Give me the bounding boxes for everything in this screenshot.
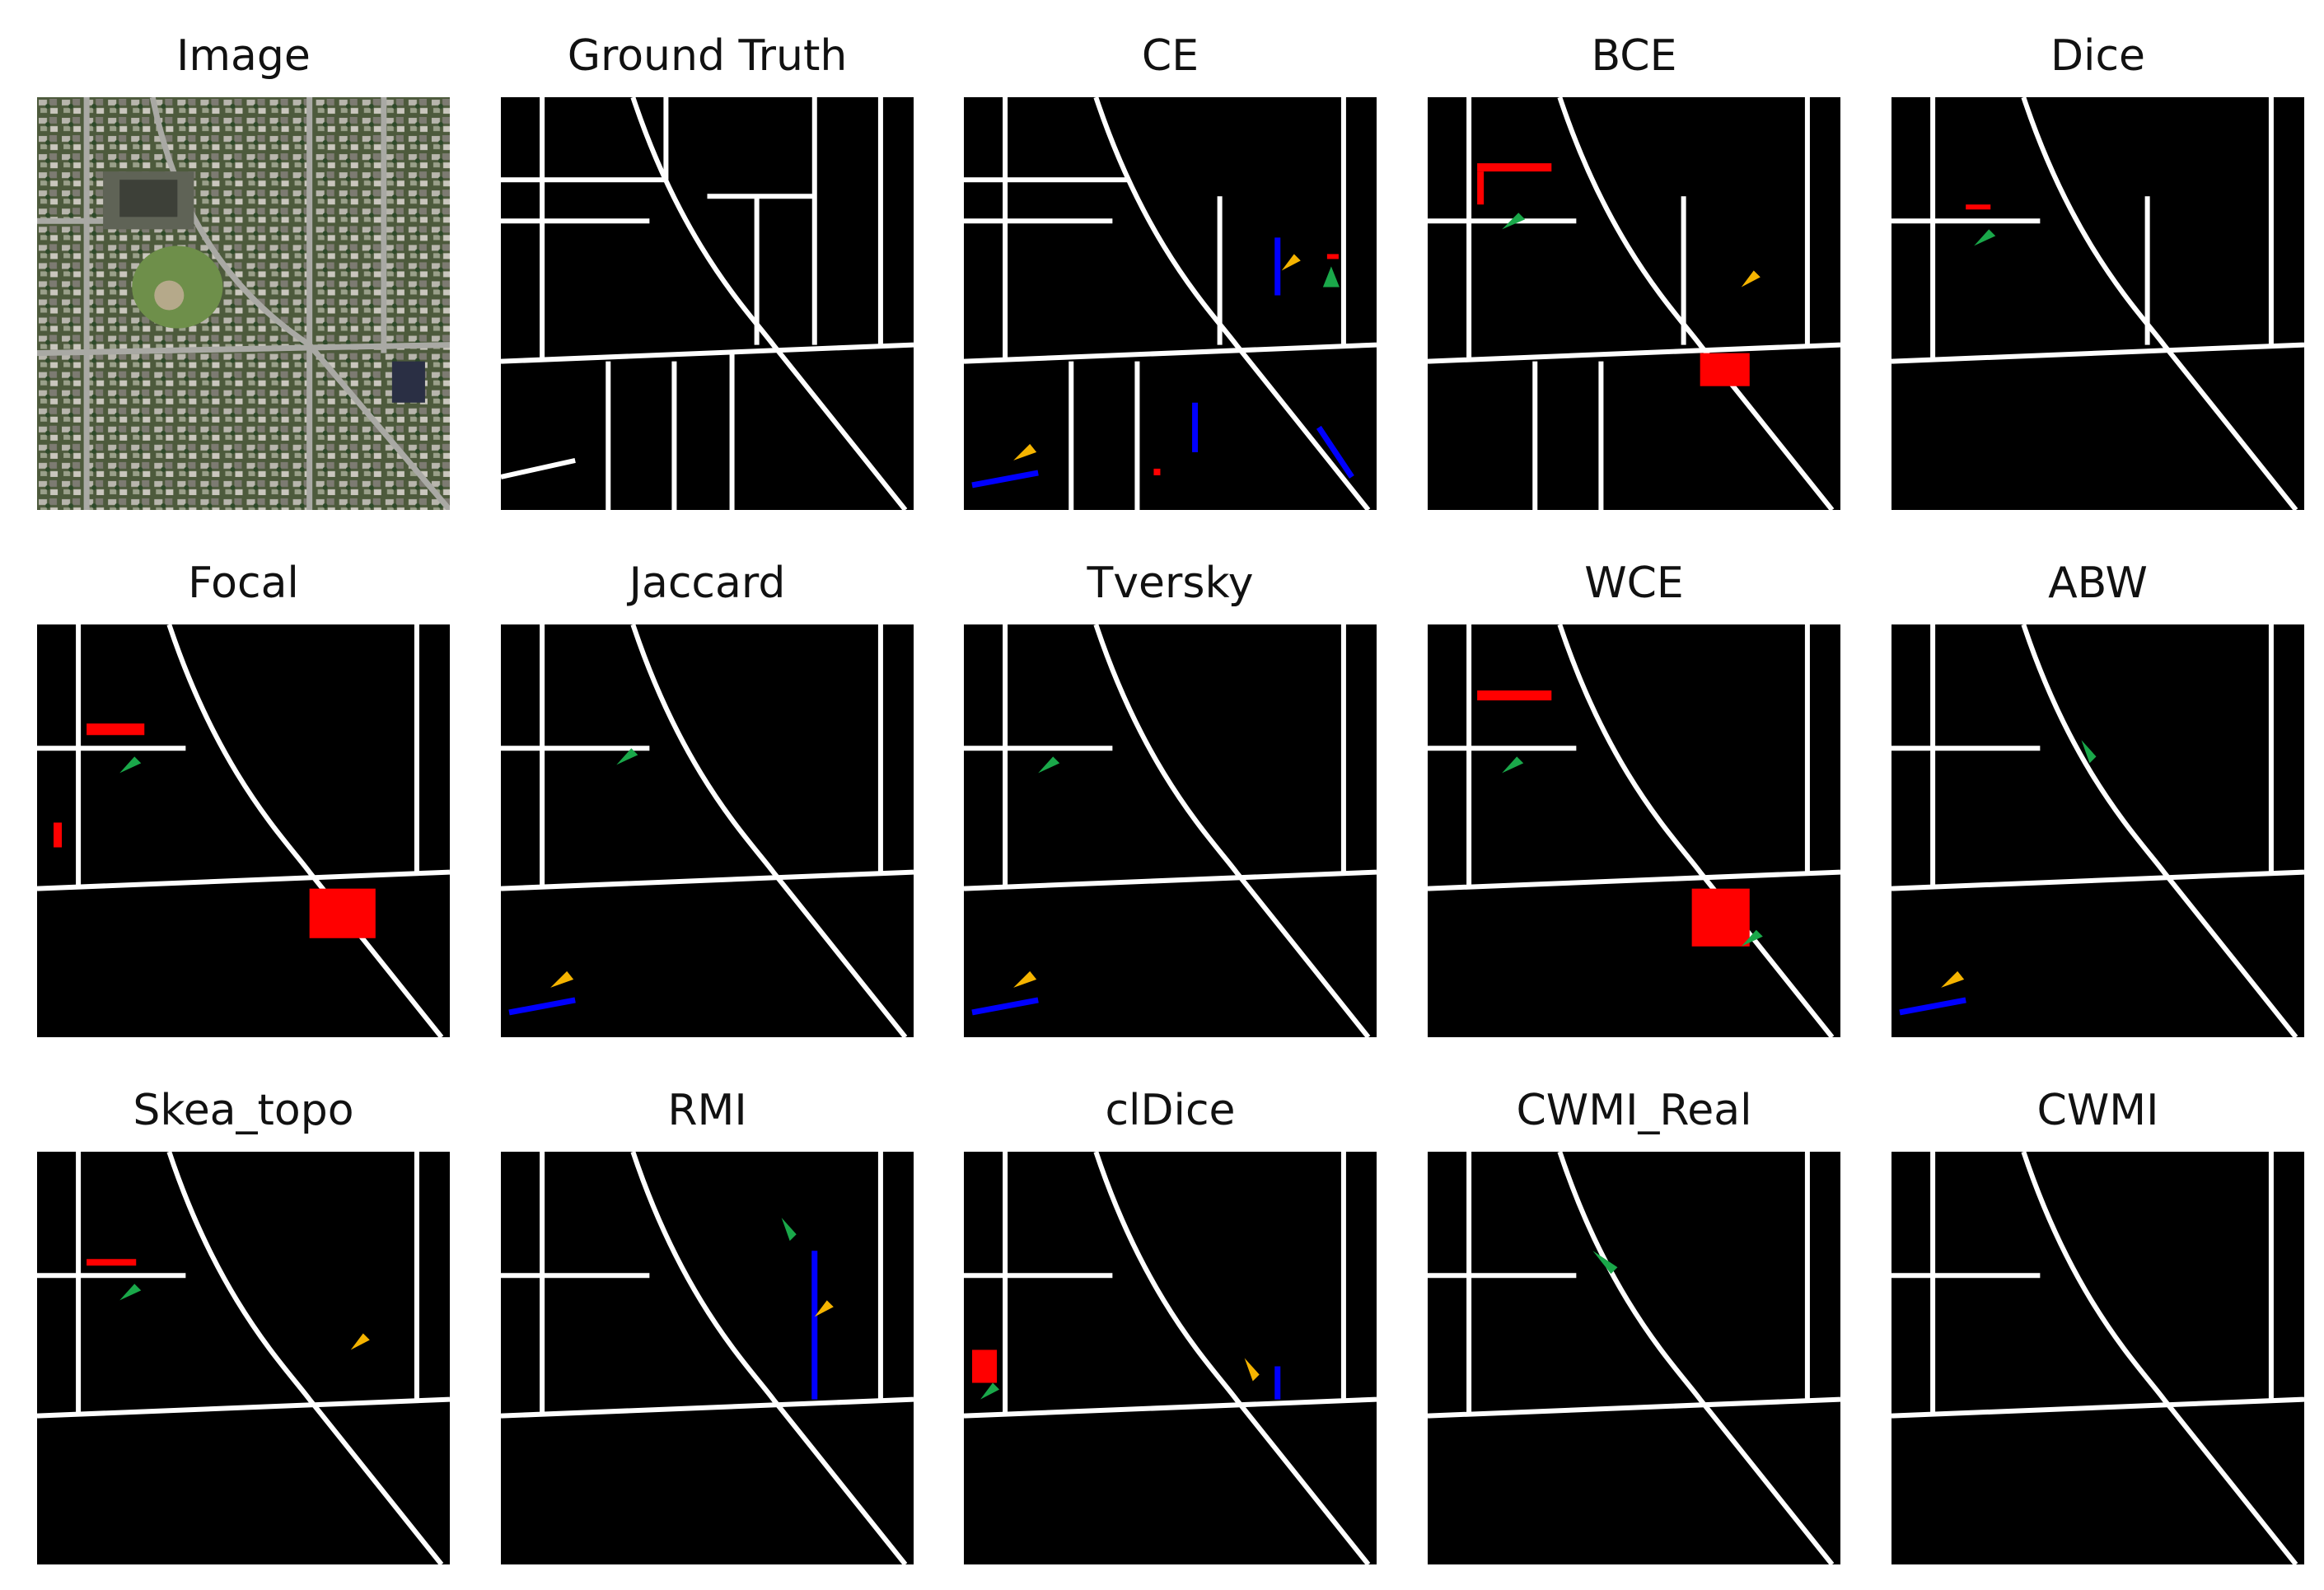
panel-title: Focal [37,550,450,616]
panel-title: BCE [1428,23,1840,89]
panel-title: Tversky [964,550,1377,616]
focal-prediction [37,624,450,1037]
cwmi-real-prediction [1428,1152,1840,1564]
panel-title: ABW [1891,550,2304,616]
panel-title: RMI [501,1078,914,1143]
panel-title: Ground Truth [501,23,914,89]
panel-title: Jaccard [501,550,914,616]
bce-prediction [1428,97,1840,510]
rmi-prediction [501,1152,914,1564]
cldice-prediction [964,1152,1377,1564]
panel-title: CWMI_Real [1428,1078,1840,1143]
wce-prediction [1428,624,1840,1037]
panel-title: clDice [964,1078,1377,1143]
skea-topo-prediction [37,1152,450,1564]
panel-title: Dice [1891,23,2304,89]
panel-title: WCE [1428,550,1840,616]
panel-title: Skea_topo [37,1078,450,1143]
jaccard-prediction [501,624,914,1037]
panel-title: CWMI [1891,1078,2304,1143]
panel-title: CE [964,23,1377,89]
tversky-prediction [964,624,1377,1037]
panel-title: Image [37,23,450,89]
abw-prediction [1891,624,2304,1037]
ce-prediction [964,97,1377,510]
aerial-image [37,97,450,510]
ground-truth-mask [501,97,914,510]
dice-prediction [1891,97,2304,510]
cwmi-prediction [1891,1152,2304,1564]
